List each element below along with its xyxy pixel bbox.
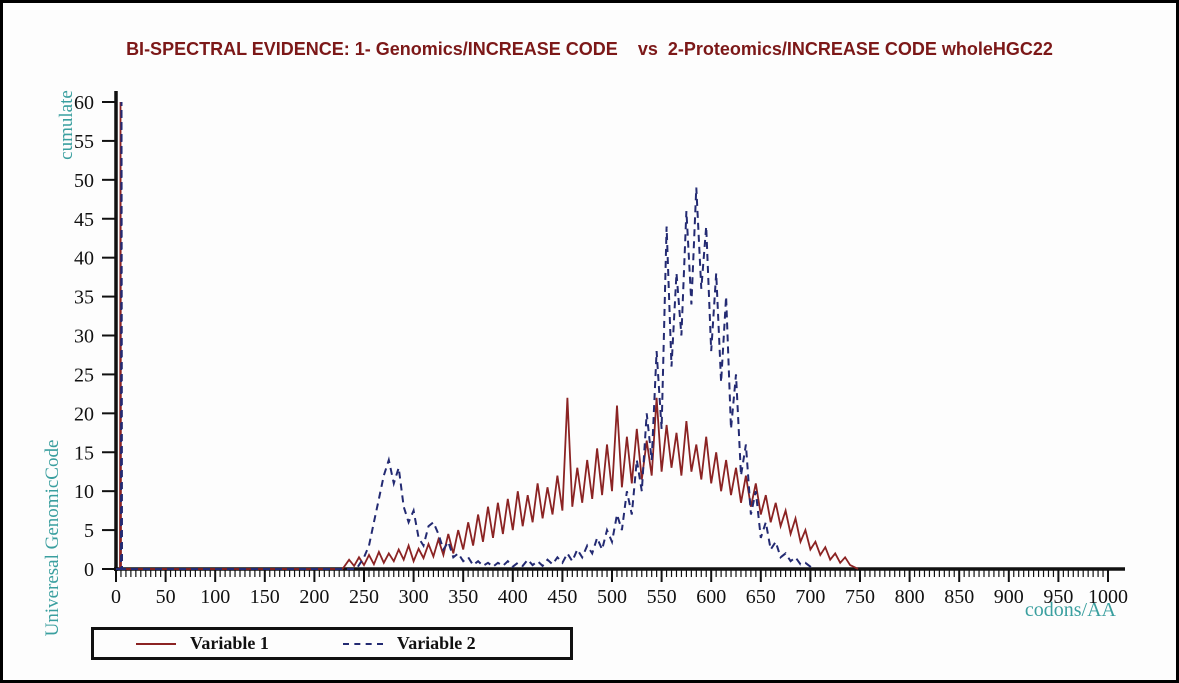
y-tick-label: 5 (84, 520, 94, 542)
y-tick-label: 20 (74, 403, 94, 425)
y-tick-label: 15 (74, 442, 94, 464)
variable-2-line-sample-icon (342, 642, 383, 645)
y-tick-label: 50 (74, 170, 94, 192)
x-tick-label: 550 (647, 586, 677, 608)
legend-item-variable-1: Variable 1 (136, 633, 269, 654)
x-tick-label: 50 (156, 586, 176, 608)
x-tick-label: 400 (498, 586, 528, 608)
x-tick-label: 1000 (1088, 586, 1128, 608)
y-tick-label: 25 (74, 364, 94, 386)
y-tick-label: 40 (74, 248, 94, 270)
x-axis-label: codons/AA (1024, 599, 1116, 621)
x-tick-label: 450 (547, 586, 577, 608)
x-tick-label: 600 (696, 586, 726, 608)
legend-item-variable-2: Variable 2 (342, 633, 476, 654)
x-tick-label: 200 (299, 586, 329, 608)
x-tick-label: 900 (994, 586, 1024, 608)
x-tick-label: 650 (746, 586, 776, 608)
x-tick-label: 350 (448, 586, 478, 608)
series-line-variable-1 (116, 101, 859, 570)
x-tick-label: 850 (944, 586, 974, 608)
chart-title: BI-SPECTRAL EVIDENCE: 1- Genomics/INCREA… (126, 39, 1053, 59)
x-tick-label: 500 (597, 586, 627, 608)
y-tick-label: 35 (74, 287, 94, 309)
plot-area: 0 50 100 150 200 250 300 350 400 450 500 550 600 650 7… (74, 91, 1128, 608)
x-tick-label: 100 (200, 586, 230, 608)
x-tick-label: 300 (399, 586, 429, 608)
y-tick-label: 60 (74, 92, 94, 114)
y-tick-label: 0 (84, 559, 94, 581)
legend-label-variable-1: Variable 1 (190, 633, 269, 653)
x-tick-label: 950 (1043, 586, 1073, 608)
y-tick-label: 30 (74, 326, 94, 348)
x-tick-label: 800 (895, 586, 925, 608)
y-tick-label: 55 (74, 131, 94, 153)
x-tick-label: 0 (111, 586, 121, 608)
x-tick-label: 250 (349, 586, 379, 608)
x-tick-label: 750 (845, 586, 875, 608)
y-tick-label: 10 (74, 481, 94, 503)
x-tick-label: 700 (795, 586, 825, 608)
series-line-variable-2 (116, 101, 815, 570)
x-tick-label: 150 (250, 586, 280, 608)
legend: Variable 1 Variable 2 (91, 627, 573, 660)
y-tick-label: 45 (74, 209, 94, 231)
legend-label-variable-2: Variable 2 (396, 633, 476, 653)
variable-1-line-sample-icon (136, 642, 176, 645)
